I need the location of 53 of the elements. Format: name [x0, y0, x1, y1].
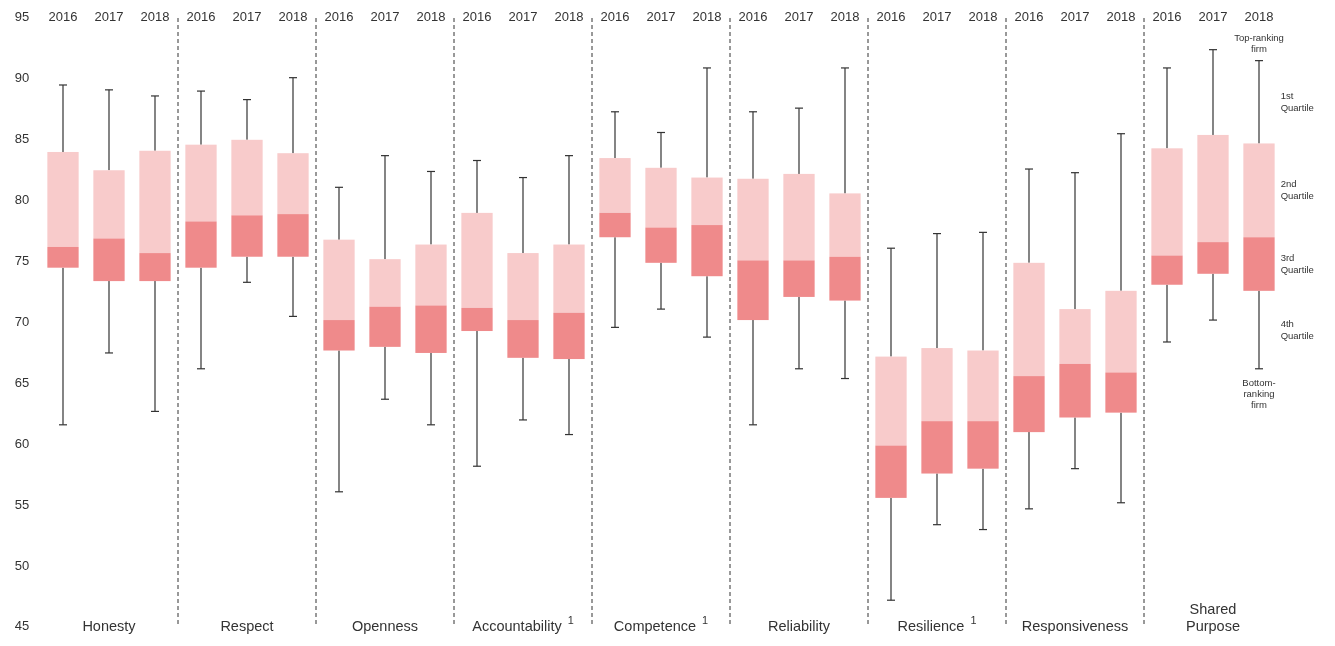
annotation: 3rd Quartile: [1280, 251, 1314, 275]
x-tick-label: 2017: [646, 9, 676, 25]
x-tick-label: 2017: [232, 9, 262, 25]
x-tick-label: 2016: [600, 9, 630, 25]
y-tick-label: 45: [14, 618, 30, 634]
x-tick-label: 2017: [1060, 9, 1090, 25]
x-tick-label: 2016: [186, 9, 216, 25]
y-tick-label: 90: [14, 70, 30, 86]
x-tick-label: 2018: [1106, 9, 1136, 25]
x-axis-title: Respect: [220, 617, 274, 634]
x-tick-label: 2016: [1152, 9, 1182, 25]
x-tick-label: 2018: [416, 9, 446, 25]
x-tick-label: 2018: [968, 9, 998, 25]
y-tick-label: 85: [14, 131, 30, 147]
x-tick-label: 2018: [830, 9, 860, 25]
x-axis-title: Accountability$^{1}$: [472, 613, 574, 634]
x-tick-label: 2018: [554, 9, 584, 25]
y-tick-label: 95: [14, 9, 30, 25]
x-tick-label: 2016: [876, 9, 906, 25]
annotation: Top-ranking firm: [1234, 31, 1284, 54]
x-axis-title: Shared Purpose: [1185, 600, 1241, 634]
x-tick-label: 2017: [508, 9, 538, 25]
x-tick-label: 2016: [48, 9, 78, 25]
annotation: Bottom- ranking firm: [1242, 376, 1276, 410]
x-tick-label: 2016: [462, 9, 492, 25]
annotation: 1st Quartile: [1280, 89, 1314, 113]
x-tick-label: 2017: [94, 9, 124, 25]
x-axis-title: Openness: [351, 617, 419, 634]
y-tick-label: 55: [14, 496, 30, 512]
x-tick-label: 2016: [1014, 9, 1044, 25]
x-tick-label: 2018: [1244, 9, 1274, 25]
x-axis-title: Honesty: [82, 617, 137, 634]
y-tick-label: 70: [14, 313, 30, 329]
y-tick-label: 80: [14, 192, 30, 208]
x-tick-label: 2016: [324, 9, 354, 25]
x-tick-label: 2017: [922, 9, 952, 25]
x-axis-title: Resilience$^{1}$: [897, 613, 977, 634]
y-tick-label: 75: [14, 253, 30, 269]
x-tick-label: 2018: [140, 9, 170, 25]
x-axis-title: Responsiveness: [1021, 617, 1129, 634]
y-tick-label: 50: [14, 557, 30, 573]
annotation: 4th Quartile: [1280, 317, 1314, 341]
x-tick-label: 2017: [370, 9, 400, 25]
annotation: 2nd Quartile: [1280, 177, 1314, 201]
x-tick-label: 2018: [692, 9, 722, 25]
x-tick-label: 2018: [278, 9, 308, 25]
x-tick-label: 2017: [784, 9, 814, 25]
y-tick-label: 65: [14, 374, 30, 390]
x-axis-title: Reliability: [767, 617, 831, 634]
y-tick-label: 60: [14, 435, 30, 451]
x-axis-title: Competence$^{1}$: [613, 613, 709, 634]
x-tick-label: 2017: [1198, 9, 1228, 25]
x-tick-label: 2016: [738, 9, 768, 25]
